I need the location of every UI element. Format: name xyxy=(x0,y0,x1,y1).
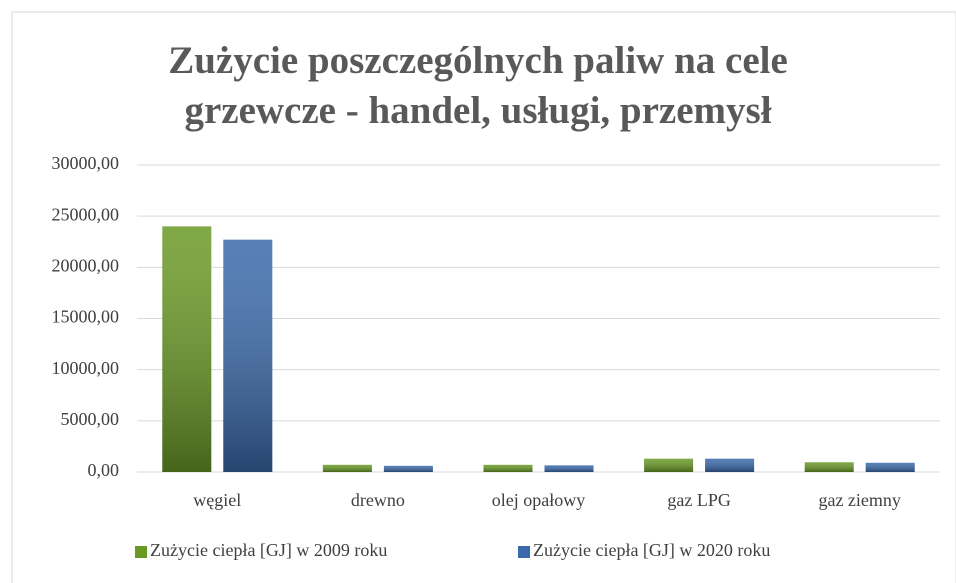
y-tick-label: 25000,00 xyxy=(52,204,120,224)
y-tick-label: 30000,00 xyxy=(52,153,120,173)
legend-label: Zużycie ciepła [GJ] w 2009 roku xyxy=(150,540,387,560)
x-tick-label: olej opałowy xyxy=(492,490,585,510)
bar-shade xyxy=(544,465,594,472)
legend-swatch xyxy=(518,546,530,558)
bar-shade xyxy=(162,226,212,472)
x-tick-label: gaz LPG xyxy=(667,490,730,510)
x-tick-label: węgiel xyxy=(193,490,241,510)
bar-shade xyxy=(223,239,273,472)
legend-label: Zużycie ciepła [GJ] w 2020 roku xyxy=(533,540,770,560)
legend-swatch xyxy=(135,546,147,558)
bar-shade xyxy=(322,464,372,472)
y-tick-label: 15000,00 xyxy=(52,307,120,327)
bar-shade xyxy=(865,462,915,472)
y-tick-label: 0,00 xyxy=(88,460,120,480)
bar-shade xyxy=(804,462,854,472)
y-tick-label: 10000,00 xyxy=(52,358,120,378)
chart-title: Zużycie poszczególnych paliw na cele grz… xyxy=(168,39,788,132)
bar-shade xyxy=(705,458,755,472)
bar-shade xyxy=(483,464,533,472)
bar-shade xyxy=(383,465,433,472)
chart-border xyxy=(11,11,956,583)
x-tick-label: gaz ziemny xyxy=(818,490,900,510)
y-tick-label: 20000,00 xyxy=(52,255,120,275)
x-tick-label: drewno xyxy=(351,490,405,510)
bar-shade xyxy=(644,458,694,472)
y-tick-label: 5000,00 xyxy=(61,409,120,429)
